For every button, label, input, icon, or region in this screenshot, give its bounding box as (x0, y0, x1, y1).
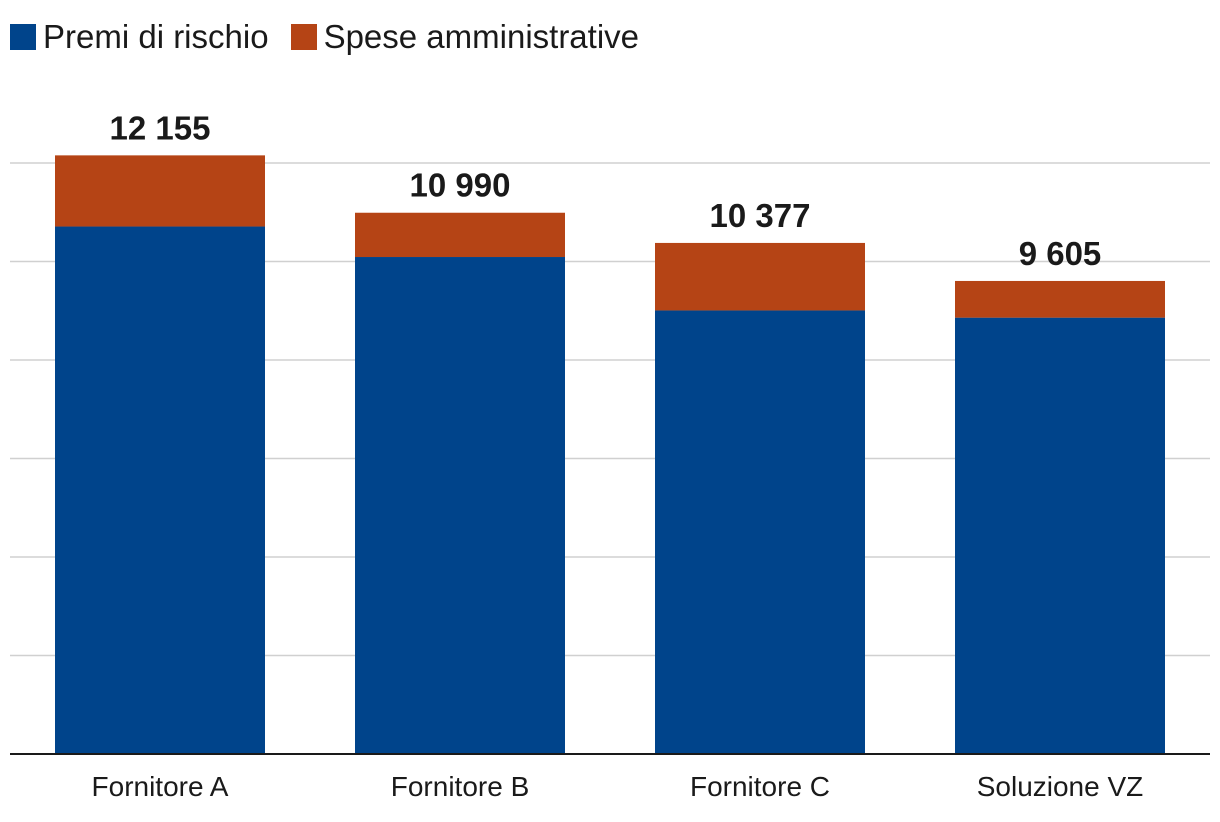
category-label-2: Fornitore B (391, 771, 530, 802)
bar-segment-spese-4 (955, 280, 1165, 318)
category-labels: Fornitore A Fornitore B Fornitore C Soluzio… (92, 771, 1144, 802)
legend-label-premi: Premi di rischio (43, 18, 269, 55)
total-label-2: 10 990 (410, 167, 511, 204)
bar-segment-spese-3 (655, 242, 865, 311)
legend-item-premi: Premi di rischio (10, 18, 269, 56)
category-label-4: Soluzione VZ (977, 771, 1144, 802)
bar-segment-spese-1 (55, 155, 265, 227)
bar-segment-premi-1 (55, 226, 265, 755)
category-label-3: Fornitore C (690, 771, 830, 802)
legend-swatch-spese (290, 24, 317, 50)
total-label-1: 12 155 (110, 109, 211, 146)
bar-segment-premi-2 (355, 257, 565, 754)
legend-item-spese: Spese amministrative (290, 18, 640, 56)
total-label-4: 9 605 (1019, 235, 1102, 272)
total-labels: 12 155 10 990 10 377 9 605 (110, 109, 1102, 272)
bar-segment-spese-2 (355, 212, 565, 258)
total-label-3: 10 377 (710, 197, 811, 234)
bar-segment-premi-3 (655, 310, 865, 754)
bars (55, 155, 1165, 755)
bar-segment-premi-4 (955, 317, 1165, 754)
legend-label-spese: Spese amministrative (323, 18, 640, 55)
legend: Premi di rischio Spese amministrative (10, 18, 661, 56)
category-label-1: Fornitore A (92, 771, 229, 802)
legend-swatch-premi (10, 24, 36, 50)
